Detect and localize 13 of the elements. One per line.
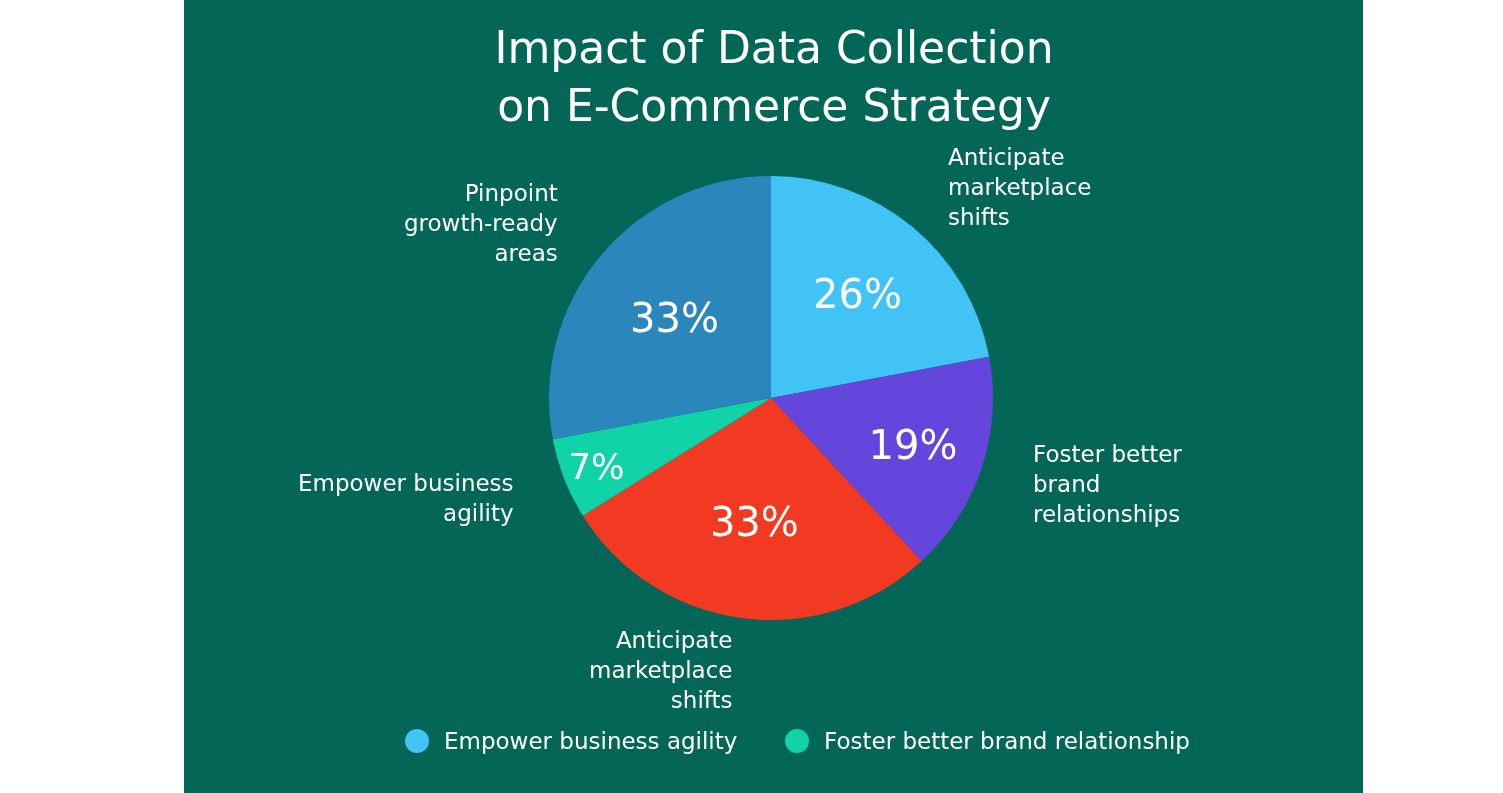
slice-label: Empower business agility (298, 470, 514, 526)
data-label: 33% (709, 499, 799, 546)
slice-label: Anticipate marketplace shifts (589, 627, 733, 713)
slice-label: Pinpoint growth-ready areas (404, 180, 558, 266)
text: Foster better brand relationship (824, 728, 1190, 754)
slice-label: Foster better brand relationships (1033, 441, 1183, 527)
data-label: 7% (568, 445, 625, 487)
text: Empower business agility (444, 728, 738, 754)
slice-label: Anticipate marketplace shifts (948, 144, 1092, 230)
chart-title: Impact of Data Collection on E-Commerce Strategy (494, 22, 1054, 131)
data-label: 19% (868, 421, 958, 468)
data-label: 33% (629, 294, 719, 341)
data-label: 26% (813, 270, 902, 317)
